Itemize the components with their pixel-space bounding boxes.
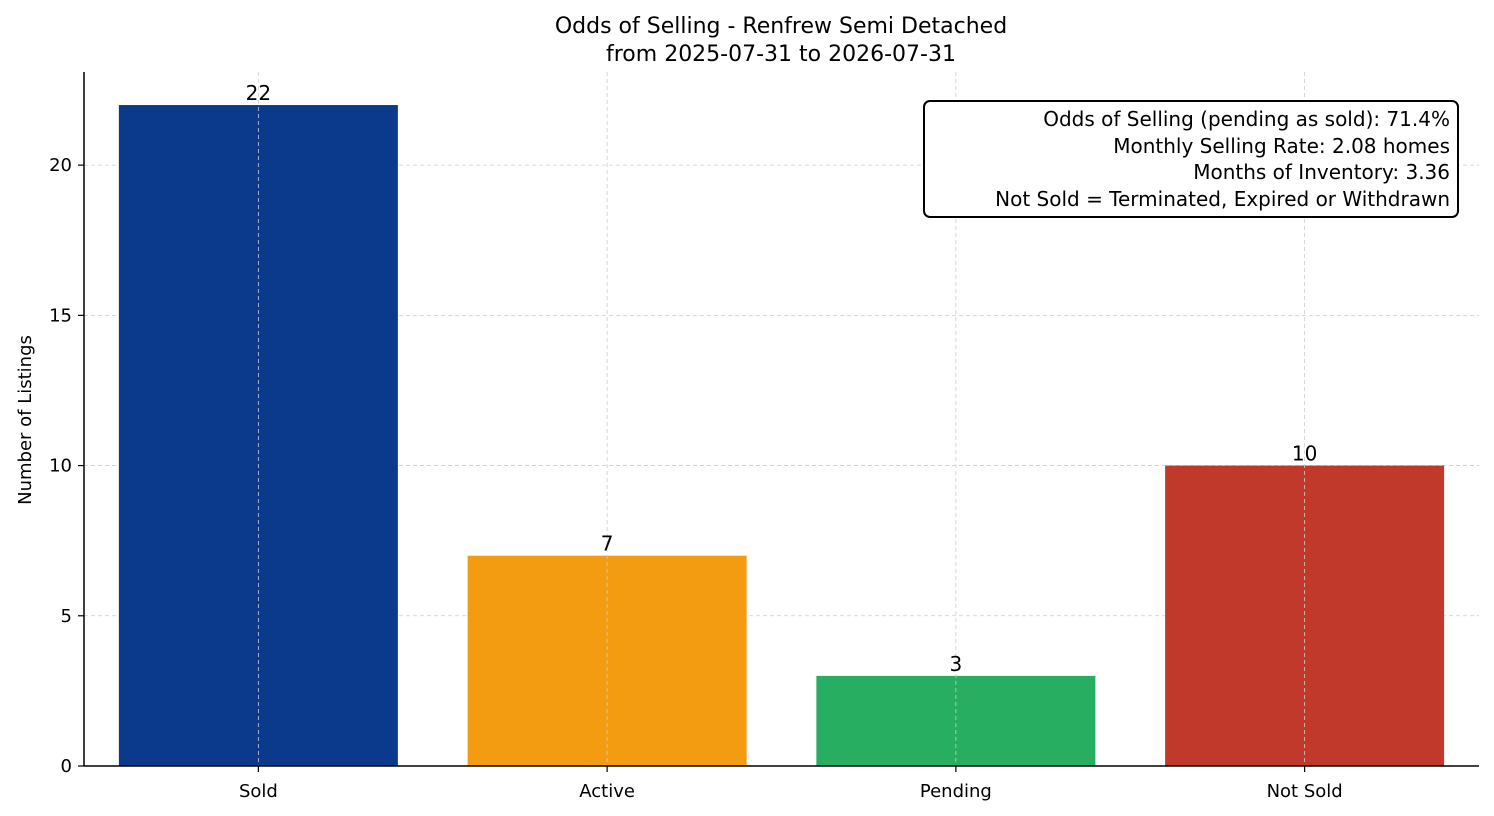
bar-sold [118, 105, 398, 767]
y-tick-label: 20 [49, 155, 72, 176]
stats-annotation-box: Odds of Selling (pending as sold): 71.4%… [923, 100, 1459, 218]
chart-title: Odds of Selling - Renfrew Semi Detached [555, 14, 1007, 39]
bar-not-sold [1165, 465, 1445, 766]
bar-value-label: 7 [601, 532, 614, 556]
x-tick-label: Active [579, 781, 635, 802]
y-axis-label: Number of Listings [15, 335, 36, 505]
bar-value-label: 3 [950, 652, 963, 676]
y-tick-label: 0 [61, 756, 72, 777]
annotation-odds: Odds of Selling (pending as sold): 71.4% [1043, 107, 1450, 131]
x-tick-label: Sold [239, 781, 278, 802]
bar-value-label: 10 [1292, 442, 1317, 466]
x-ticks: Sold Active Pending Not Sold [239, 766, 1343, 802]
y-ticks: 0 5 10 15 20 [49, 155, 84, 777]
y-tick-label: 15 [49, 305, 72, 326]
annotation-monthly-rate: Monthly Selling Rate: 2.08 homes [1113, 134, 1450, 158]
stats-box-border [923, 100, 1459, 218]
annotation-not-sold-definition: Not Sold = Terminated, Expired or Withdr… [995, 187, 1450, 211]
x-tick-label: Not Sold [1267, 781, 1343, 802]
y-tick-label: 10 [49, 456, 72, 477]
y-tick-label: 5 [61, 606, 72, 627]
axes [83, 72, 1479, 767]
bar-labels: 22 7 3 10 [246, 81, 1318, 676]
x-tick-label: Pending [920, 781, 992, 802]
annotation-months-inventory: Months of Inventory: 3.36 [1193, 160, 1450, 184]
bar-value-label: 22 [246, 81, 271, 105]
chart-subtitle: from 2025-07-31 to 2026-07-31 [606, 42, 956, 67]
